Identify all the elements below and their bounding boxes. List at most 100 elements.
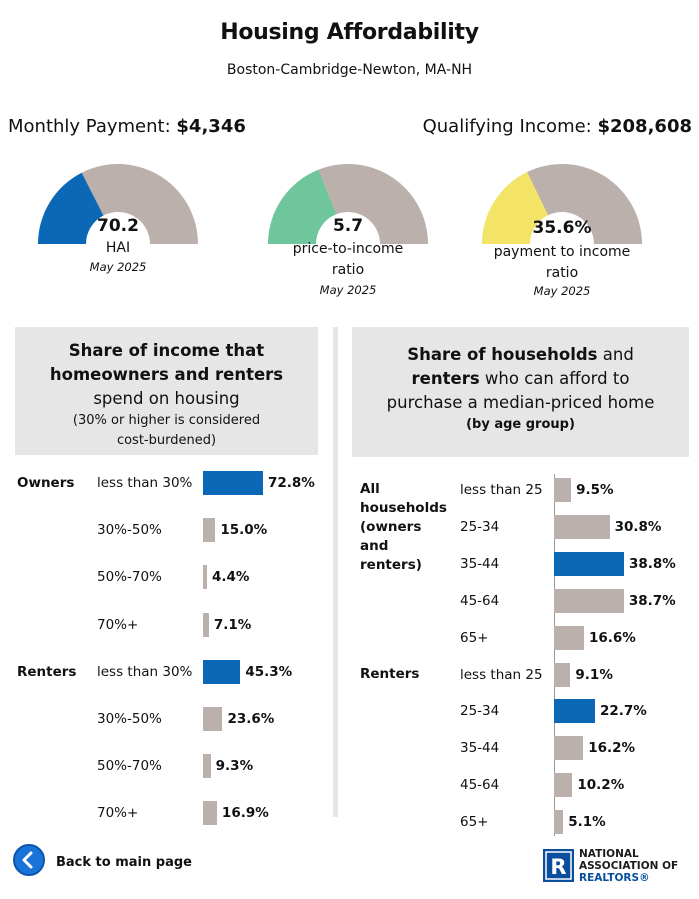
gauge-hai-dial — [38, 163, 198, 244]
gauge-price-to-income-label-2: ratio — [331, 262, 365, 278]
gauge-price-to-income-label-1: price-to-income — [292, 241, 404, 257]
category-label: 35-44 — [460, 740, 500, 757]
group-label-all-households: All households (owners and renters) — [360, 480, 447, 575]
back-button[interactable] — [13, 844, 45, 876]
gauge-payment-to-income-label-2: ratio — [545, 265, 579, 281]
gauge-payment-to-income-dial — [482, 164, 642, 244]
category-label: 30%-50% — [97, 711, 162, 727]
bar — [554, 588, 624, 613]
category-label: less than 25 — [460, 666, 543, 683]
category-label: less than 25 — [460, 482, 543, 498]
category-label: 30%-50% — [97, 522, 162, 539]
bar-value-label: 23.6% — [227, 711, 275, 727]
bar-value-label: 4.4% — [212, 569, 250, 586]
bar — [554, 514, 610, 539]
bar — [203, 707, 223, 731]
gauge-price-to-income-dial — [268, 164, 428, 244]
realtor-logo-icon: R — [543, 849, 574, 882]
bar — [554, 773, 573, 798]
bar-value-label: 7.1% — [213, 616, 252, 633]
category-label: 35-44 — [460, 555, 500, 572]
group-label-renters: Renters — [17, 663, 77, 680]
income-share-note-2: cost-burdened) — [116, 433, 217, 448]
gauge-hai: 70.2 HAI May 2025 — [36, 160, 200, 280]
income-share-note-1: (30% or higher is considered — [72, 413, 261, 428]
bar-value-label: 9.1% — [575, 666, 613, 683]
gauge-fill — [482, 172, 549, 244]
category-label: 45-64 — [460, 592, 500, 609]
group-label-line: households — [360, 500, 447, 516]
category-label: 70%+ — [97, 616, 139, 633]
bar-value-label: 5.1% — [568, 814, 606, 831]
afford-heading-1: Share of households and — [352, 343, 689, 367]
bar — [203, 471, 263, 495]
category-label: 25-34 — [460, 518, 500, 535]
gauge-hai-value: 70.2 — [97, 216, 139, 236]
category-label: 45-64 — [460, 777, 500, 794]
group-label-owners: Owners — [17, 475, 75, 491]
afford-heading-2-rest: who can afford to — [479, 369, 630, 388]
gauge-fill — [38, 172, 104, 244]
bar — [203, 801, 217, 826]
group-label-renters: Renters — [360, 665, 419, 684]
bar-value-label: 10.2% — [577, 777, 625, 794]
afford-panel-header: Share of households and renters who can … — [352, 327, 689, 457]
afford-heading-2-bold: renters — [411, 369, 480, 388]
bar-value-label: 45.3% — [245, 663, 293, 680]
afford-heading-3: purchase a median-priced home — [386, 393, 655, 412]
gauge-payment-to-income-date: May 2025 — [533, 284, 591, 298]
bar-value-label: 38.7% — [628, 592, 676, 609]
page-title: Housing Affordability — [220, 20, 479, 45]
group-label-line: Renters — [360, 665, 420, 682]
bar — [203, 612, 209, 637]
category-label: 65+ — [460, 814, 489, 831]
logo-line-1: NATIONAL — [579, 848, 639, 860]
category-label: 25-34 — [460, 703, 500, 720]
gauge-track — [81, 163, 198, 244]
bar — [203, 659, 241, 684]
qualifying-income-value: $208,608 — [597, 116, 692, 137]
category-label: less than 30% — [97, 663, 193, 680]
bar — [554, 699, 595, 724]
gauge-track — [318, 164, 428, 244]
qualifying-income-stat: Qualifying Income: $208,608 — [423, 116, 692, 137]
panel-divider — [333, 327, 338, 817]
category-label: 50%-70% — [97, 569, 162, 586]
realtor-logo-text: NATIONAL ASSOCIATION OF REALTORS® — [579, 848, 678, 884]
category-label: 50%-70% — [97, 758, 162, 775]
bar — [203, 754, 211, 779]
afford-heading-1-rest: and — [597, 345, 634, 364]
bar-value-label: 22.7% — [599, 703, 647, 720]
gauge-track — [527, 164, 642, 244]
income-share-heading-1: Share of income that — [68, 341, 265, 360]
bar — [554, 662, 571, 687]
income-share-heading-2: homeowners and renters — [49, 365, 284, 384]
bar-value-label: 38.8% — [629, 555, 676, 572]
gauge-payment-to-income-label-1: payment to income — [493, 244, 631, 260]
realtor-logo-mark: R — [550, 855, 566, 879]
bar — [554, 478, 572, 502]
group-label-line: renters) — [360, 557, 422, 573]
back-link[interactable]: Back to main page — [56, 855, 192, 870]
logo-line-3: REALTORS® — [579, 872, 650, 884]
afford-heading-4: (by age group) — [466, 417, 575, 432]
gauge-fill — [268, 169, 337, 244]
bar — [203, 518, 216, 543]
bar — [554, 736, 584, 761]
bar-value-label: 30.8% — [614, 518, 662, 535]
bar — [203, 565, 207, 590]
page-subtitle: Boston-Cambridge-Newton, MA-NH — [226, 62, 473, 78]
monthly-payment-label: Monthly Payment: — [8, 116, 171, 137]
income-share-panel-header: Share of income that homeowners and rent… — [15, 327, 318, 455]
category-label: 65+ — [460, 629, 489, 646]
bar-axis — [554, 474, 555, 836]
bar-value-label: 72.8% — [268, 475, 315, 491]
gauge-price-to-income-value: 5.7 — [332, 216, 364, 236]
afford-heading-2: renters who can afford to — [352, 367, 689, 391]
gauge-payment-to-income: 35.6% payment to income ratio May 2025 — [480, 160, 644, 300]
income-share-heading-3: spend on housing — [93, 389, 240, 408]
bar-value-label: 16.6% — [588, 629, 636, 646]
gauge-hai-label: HAI — [105, 240, 131, 256]
bar-value-label: 9.5% — [576, 482, 614, 498]
category-label: less than 30% — [97, 475, 193, 491]
